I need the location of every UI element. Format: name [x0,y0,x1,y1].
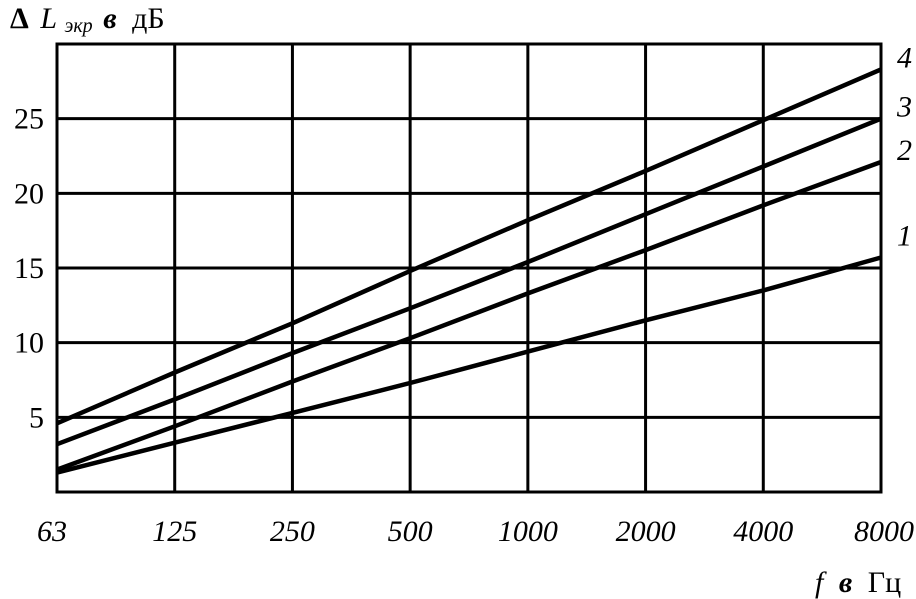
y-label-symbol: L [39,2,57,35]
x-label-symbol: f [815,566,827,599]
series-lines [56,67,882,475]
series-label-2: 2 [897,134,912,167]
y-tick-label: 25 [14,103,44,136]
y-tick-label: 15 [14,252,44,285]
series-line-2 [56,159,882,472]
y-tick-labels: 5 10 15 20 25 [14,103,44,435]
y-tick-label: 20 [14,177,44,210]
x-tick-label: 8000 [854,515,914,548]
plot-frame [55,42,883,494]
series-label-3: 3 [896,91,912,124]
x-tick-label: 125 [152,515,197,548]
x-tick-label: 500 [388,515,433,548]
x-tick-label: 63 [37,515,67,548]
y-label-unit: дБ [132,2,165,35]
y-axis-label: Δ L экр в дБ [10,2,165,39]
x-label-in: в [839,566,852,599]
y-label-in: в [103,2,116,35]
x-tick-label: 4000 [733,515,793,548]
plot-border [55,42,883,494]
x-label-unit: Гц [868,566,901,599]
x-axis-label: f в Гц [815,566,901,599]
series-labels: 1 2 3 4 [896,41,912,252]
series-label-4: 4 [897,41,912,74]
x-tick-label: 2000 [616,515,676,548]
x-tick-labels: 63 125 250 500 1000 2000 4000 8000 [37,515,914,548]
series-line-4 [56,67,882,426]
series-line-3 [56,116,882,447]
y-tick-label: 5 [29,401,44,434]
y-label-subscript: экр [65,15,93,37]
x-tick-label: 1000 [498,515,558,548]
series-label-1: 1 [897,220,912,253]
y-label-delta: Δ [10,2,29,35]
y-tick-label: 10 [14,327,44,360]
series-line-1 [56,255,882,475]
x-tick-label: 250 [270,515,315,548]
